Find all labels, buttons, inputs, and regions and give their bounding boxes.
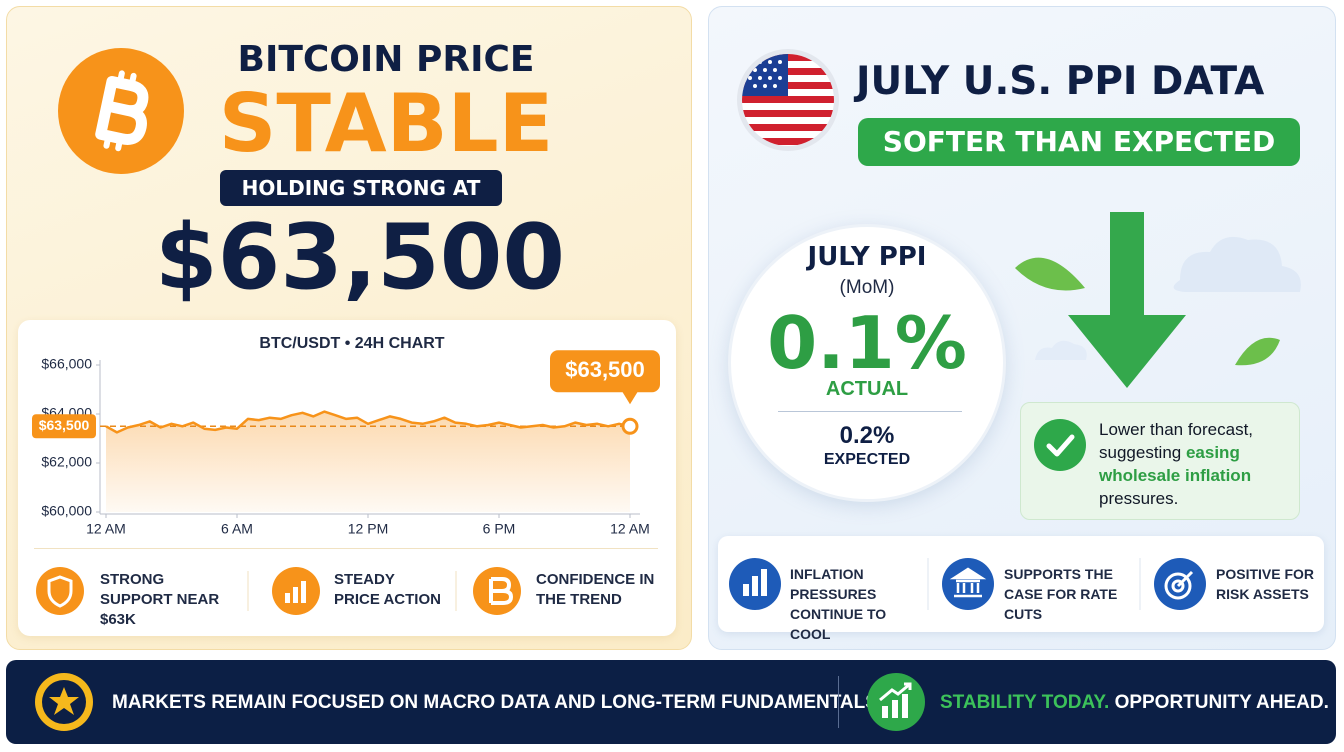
reference-label: $63,500 [39, 417, 90, 433]
end-label-pointer [622, 391, 638, 405]
feature-icons [36, 567, 521, 615]
feature-text: STRONG SUPPORT NEAR $63K [100, 571, 220, 628]
chart-title: BTC/USDT • 24H CHART [259, 335, 444, 352]
price-area [106, 411, 630, 512]
us-flag [737, 49, 839, 151]
note-highlight: easing wholesale inflation [1099, 443, 1252, 485]
ppi-badge: SOFTER THAN EXPECTED [858, 118, 1300, 166]
point-text: INFLATION PRESSURES CONTINUE TO COOL [790, 566, 887, 642]
growth-icon [867, 673, 925, 731]
x-tick-label: 12 AM [610, 521, 650, 537]
star-icon [35, 673, 93, 731]
ppi-expected-label: EXPECTED [823, 451, 911, 468]
decoration [1015, 212, 1301, 388]
ppi-title: JULY U.S. PPI DATA [856, 59, 1265, 104]
end-label: $63,500 [565, 357, 645, 382]
footer [6, 660, 1336, 744]
point-text: POSITIVE FOR RISK ASSETS [1216, 566, 1315, 602]
ppi-actual: 0.1% [767, 301, 967, 385]
y-tick-label: $62,000 [41, 454, 92, 470]
feature-text: CONFIDENCE IN THE TREND [536, 571, 655, 608]
x-tick-label: 6 PM [483, 521, 516, 537]
bitcoin-tag: HOLDING STRONG AT [220, 170, 502, 206]
x-tick-label: 6 AM [221, 521, 253, 537]
bitcoin-headline: STABLE [218, 77, 554, 170]
ppi-circle-title: JULY PPI [807, 242, 927, 272]
bitcoin-price: $63,500 [155, 205, 565, 310]
tagline-highlight: STABILITY TODAY. [940, 692, 1110, 713]
bitcoin-title: BITCOIN PRICE [237, 39, 535, 80]
price-chart: BTC/USDT • 24H CHART $60,000$62,000$64,0… [32, 335, 660, 537]
divider [778, 411, 962, 412]
note-text: Lower than forecast, suggesting [1099, 420, 1254, 462]
tagline-text: OPPORTUNITY AHEAD. [1114, 692, 1329, 713]
point-icons [729, 558, 1206, 610]
ppi-note: Lower than forecast, suggesting easing w… [1099, 418, 1289, 510]
end-marker [621, 417, 639, 435]
divider [34, 548, 658, 549]
y-tick-label: $66,000 [41, 356, 92, 372]
ppi-circle-subtitle: (MoM) [839, 277, 895, 298]
x-tick-label: 12 PM [348, 521, 388, 537]
price-line [105, 410, 631, 434]
point-text: SUPPORTS THE CASE FOR RATE CUTS [1004, 566, 1118, 622]
ppi-circle [728, 224, 1006, 502]
footer-tagline: STABILITY TODAY. OPPORTUNITY AHEAD. [940, 690, 1329, 716]
points-card [718, 536, 1324, 632]
footer-message: MARKETS REMAIN FOCUSED ON MACRO DATA AND… [112, 692, 884, 713]
check-icon [1034, 419, 1086, 471]
note-text: pressures. [1099, 489, 1179, 508]
x-tick-label: 12 AM [86, 521, 126, 537]
feature-text: STEADY PRICE ACTION [334, 571, 441, 608]
reference-label-box [32, 414, 96, 439]
bitcoin-logo [58, 48, 184, 174]
y-tick-label: $60,000 [41, 503, 92, 519]
end-label-box [550, 350, 660, 393]
ppi-actual-label: ACTUAL [825, 378, 909, 400]
ppi-expected: 0.2% [839, 422, 895, 449]
divider [838, 676, 839, 728]
